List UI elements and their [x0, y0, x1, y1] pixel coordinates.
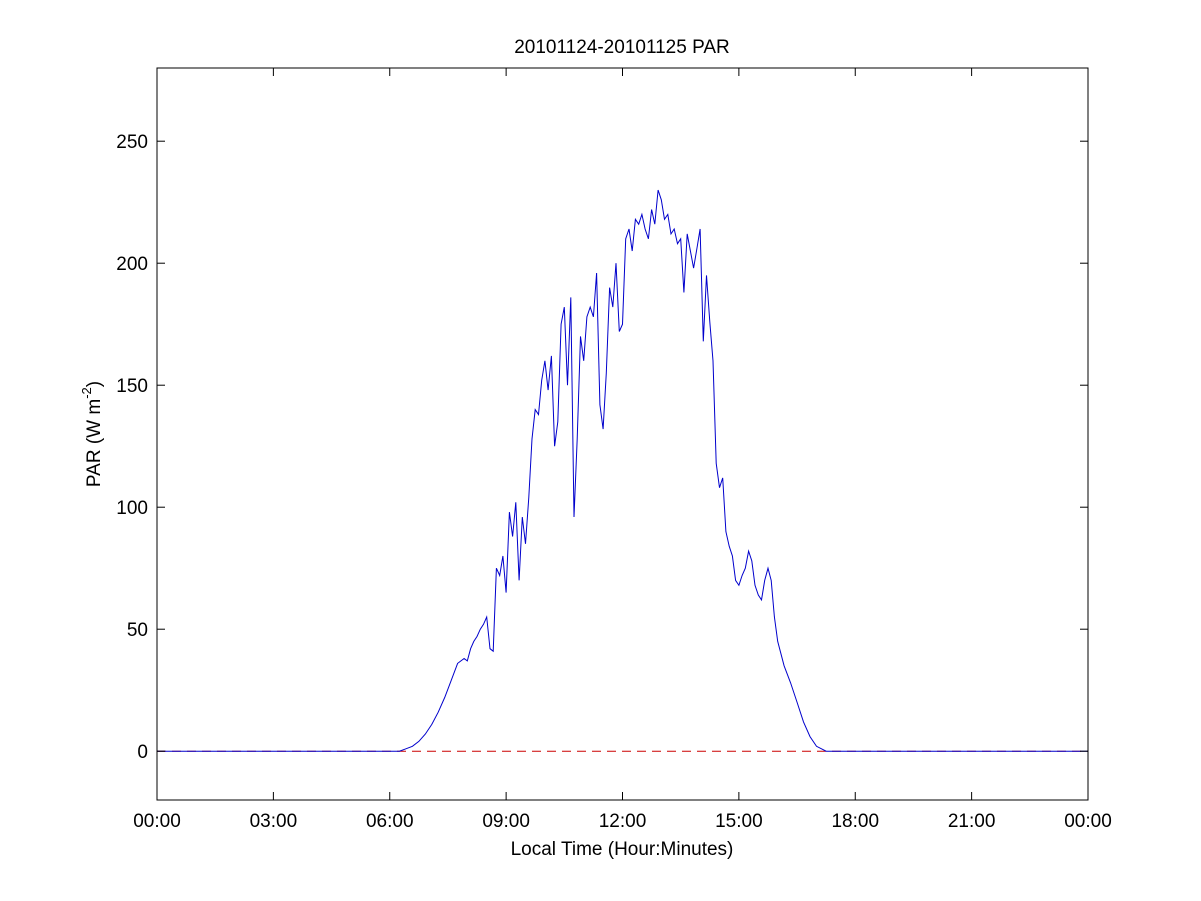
x-tick-label: 12:00 — [599, 811, 647, 832]
y-tick-label: 0 — [137, 742, 148, 763]
x-tick-label: 18:00 — [831, 811, 879, 832]
y-axis-title-superscript: -2 — [79, 387, 94, 399]
y-tick-label: 50 — [127, 620, 148, 641]
y-tick-label: 250 — [116, 132, 148, 153]
ticks-layer — [156, 68, 1089, 800]
x-axis-title: Local Time (Hour:Minutes) — [511, 839, 734, 860]
x-tick-label: 09:00 — [482, 811, 530, 832]
y-axis-title-main: PAR (W m — [84, 399, 105, 487]
y-tick-label: 150 — [116, 376, 148, 397]
x-tick-label: 21:00 — [948, 811, 996, 832]
x-tick-label: 00:00 — [133, 811, 181, 832]
x-tick-label: 00:00 — [1064, 811, 1112, 832]
y-axis-title-tail: ) — [84, 381, 105, 387]
x-tick-label: 15:00 — [715, 811, 763, 832]
chart-title: 20101124-20101125 PAR — [514, 37, 730, 58]
y-axis-title: PAR (W m-2) — [79, 381, 105, 487]
par-series-line — [157, 189, 1088, 752]
tick-labels-layer: 00:00 03:00 06:00 09:00 12:00 15:00 18:00 21:00… — [116, 132, 1111, 832]
x-tick-label: 03:00 — [250, 811, 298, 832]
series-layer — [157, 189, 1088, 752]
plot-area — [157, 68, 1088, 800]
x-tick-label: 06:00 — [366, 811, 414, 832]
y-tick-label: 100 — [116, 498, 148, 519]
y-tick-label: 200 — [116, 254, 148, 275]
